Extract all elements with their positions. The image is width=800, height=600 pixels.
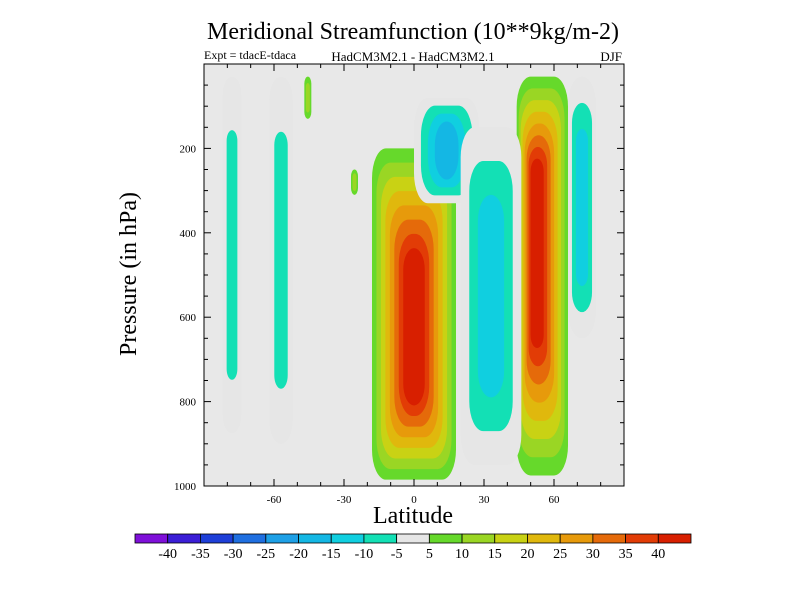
colorbar-swatch — [527, 533, 561, 544]
x-tick-label: -60 — [267, 494, 282, 506]
plot-axes: -60 -30 0 30 60 200 400 600 800 1000 — [174, 63, 625, 506]
chart-subtitle-center: HadCM3M2.1 - HadCM3M2.1 — [331, 49, 494, 64]
colorbar-swatch — [657, 533, 692, 544]
x-tick-label: 60 — [549, 494, 561, 506]
midlat-cell-level-40 — [530, 158, 544, 349]
small-positive-blob-2-level-10 — [352, 173, 357, 192]
x-tick-label: -30 — [337, 494, 352, 506]
colorbar-label: 5 — [426, 547, 433, 562]
colorbar-label: -40 — [158, 547, 177, 562]
x-tick-label: 0 — [411, 494, 417, 506]
y-axis-label: Pressure (in hPa) — [116, 192, 142, 356]
colorbar-label: -25 — [256, 547, 275, 562]
colorbar-label: 10 — [455, 547, 469, 562]
x-tick-label: 30 — [479, 494, 491, 506]
colorbar-swatch — [167, 533, 201, 544]
tropical-cell-level-40 — [403, 248, 425, 406]
colorbar-swatch — [200, 533, 234, 544]
northern-negative-band-level-15 — [575, 128, 589, 286]
colorbar-swatch — [559, 533, 594, 544]
chart-subtitle-right: DJF — [600, 49, 622, 64]
x-axis-label: Latitude — [373, 503, 453, 529]
colorbar-label: -15 — [322, 547, 341, 562]
colorbar-swatch — [396, 533, 430, 544]
colorbar-swatch — [592, 533, 626, 544]
colorbar-swatch — [461, 533, 496, 544]
colorbar-label: 25 — [553, 547, 567, 562]
colorbar-label: 30 — [586, 547, 600, 562]
colorbar-label: -10 — [355, 547, 374, 562]
colorbar-swatch — [298, 533, 332, 544]
colorbar: -40 -35 -30 -25 -20 -15 -10 -5 5 10 15 20 25 30 35 40 — [134, 533, 692, 562]
colorbar-swatch — [330, 533, 365, 544]
y-tick-label: 600 — [180, 312, 197, 324]
colorbar-label: -20 — [289, 547, 308, 562]
chart-title: Meridional Streamfunction (10**9kg/m-2) — [207, 19, 619, 45]
colorbar-swatch — [265, 533, 299, 544]
y-tick-label: 400 — [180, 228, 197, 240]
colorbar-label: 20 — [520, 547, 534, 562]
colorbar-swatch — [232, 533, 267, 544]
colorbar-swatch — [494, 533, 528, 544]
colorbar-label: -30 — [224, 547, 243, 562]
colorbar-label: 35 — [619, 547, 633, 562]
colorbar-label: -5 — [391, 547, 403, 562]
y-tick-label: 800 — [180, 397, 197, 409]
colorbar-label: -35 — [191, 547, 210, 562]
colorbar-swatch — [428, 533, 463, 544]
small-positive-blob-1-level-10 — [305, 82, 310, 113]
colorbar-label: 40 — [651, 547, 665, 562]
colorbar-label: 15 — [488, 547, 502, 562]
colorbar-swatch — [625, 533, 659, 544]
east-negative-band-level-15 — [477, 194, 505, 398]
upper-negative-lobe-level-20 — [434, 121, 459, 180]
chart-subtitle-left: Expt = tdacE-tdaca — [204, 48, 297, 62]
south-negative-band-2-level-10 — [274, 131, 288, 389]
colorbar-swatch — [363, 533, 398, 544]
south-negative-band-level-10 — [226, 130, 238, 380]
y-tick-label: 1000 — [174, 481, 197, 493]
contour-field — [222, 76, 596, 480]
colorbar-swatch — [134, 533, 169, 544]
y-tick-label: 200 — [180, 143, 197, 155]
